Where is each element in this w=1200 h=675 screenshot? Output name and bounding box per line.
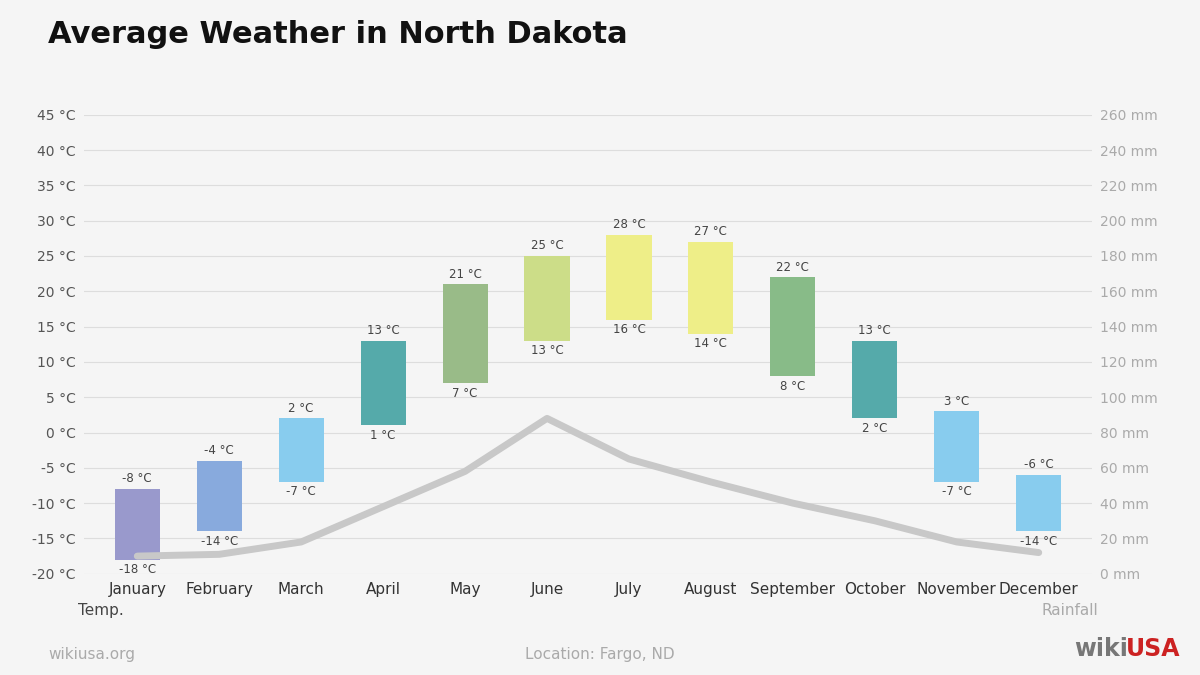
Text: -8 °C: -8 °C	[122, 472, 152, 485]
Text: Temp.: Temp.	[78, 603, 124, 618]
Bar	[852, 341, 898, 418]
Text: 8 °C: 8 °C	[780, 379, 805, 393]
Bar	[115, 489, 160, 560]
Text: 2 °C: 2 °C	[862, 422, 888, 435]
Text: 13 °C: 13 °C	[858, 324, 892, 338]
Text: Location: Fargo, ND: Location: Fargo, ND	[526, 647, 674, 662]
Text: 3 °C: 3 °C	[944, 395, 970, 408]
Text: 2 °C: 2 °C	[288, 402, 314, 415]
Text: wiki: wiki	[1074, 637, 1128, 662]
Text: -14 °C: -14 °C	[200, 535, 238, 548]
Text: 16 °C: 16 °C	[612, 323, 646, 336]
Text: 13 °C: 13 °C	[367, 324, 400, 338]
Text: -14 °C: -14 °C	[1020, 535, 1057, 548]
Text: -4 °C: -4 °C	[204, 444, 234, 457]
Text: 27 °C: 27 °C	[695, 225, 727, 238]
Bar	[689, 242, 733, 333]
Text: 1 °C: 1 °C	[371, 429, 396, 442]
Text: wikiusa.org: wikiusa.org	[48, 647, 134, 662]
Bar	[278, 418, 324, 482]
Bar	[443, 284, 487, 383]
Bar	[197, 461, 241, 531]
Bar	[524, 256, 570, 341]
Bar	[770, 277, 816, 376]
Text: 13 °C: 13 °C	[530, 344, 563, 357]
Text: -7 °C: -7 °C	[287, 485, 316, 498]
Bar	[360, 341, 406, 425]
Bar	[935, 411, 979, 482]
Text: 28 °C: 28 °C	[613, 218, 646, 232]
Text: 21 °C: 21 °C	[449, 268, 481, 281]
Text: USA: USA	[1126, 637, 1180, 662]
Text: 22 °C: 22 °C	[776, 261, 809, 273]
Bar	[1016, 475, 1061, 531]
Text: -7 °C: -7 °C	[942, 485, 972, 498]
Text: 7 °C: 7 °C	[452, 387, 478, 400]
Text: Rainfall: Rainfall	[1042, 603, 1098, 618]
Text: 25 °C: 25 °C	[530, 240, 563, 252]
Text: Average Weather in North Dakota: Average Weather in North Dakota	[48, 20, 628, 49]
Text: -18 °C: -18 °C	[119, 563, 156, 576]
Bar	[606, 235, 652, 319]
Text: -6 °C: -6 °C	[1024, 458, 1054, 471]
Text: 14 °C: 14 °C	[695, 338, 727, 350]
